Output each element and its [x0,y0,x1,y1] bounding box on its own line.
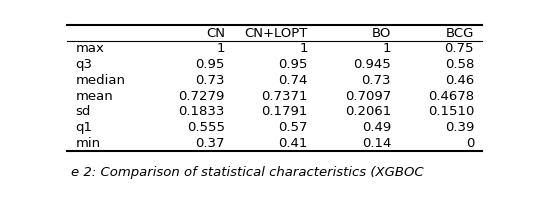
Text: e 2: Comparison of statistical characteristics (XGBOC: e 2: Comparison of statistical character… [71,166,424,179]
